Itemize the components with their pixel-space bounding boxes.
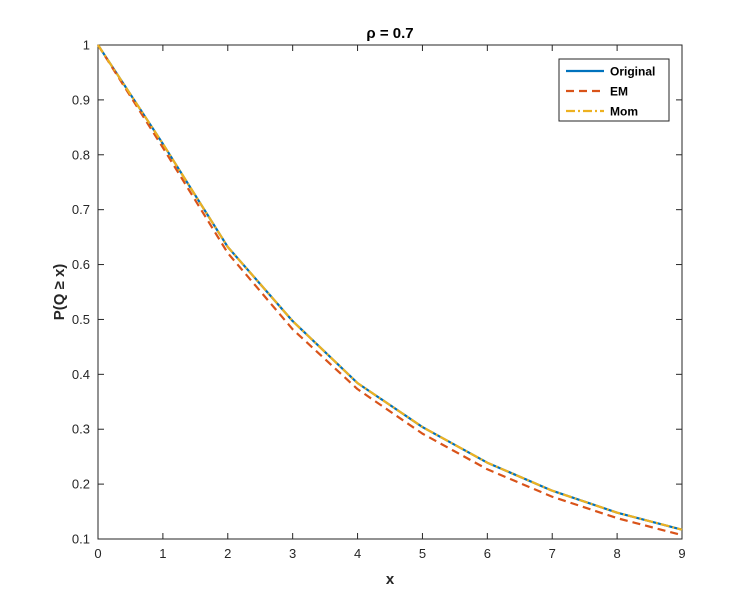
legend-label-em: EM — [610, 85, 628, 99]
legend-label-original: Original — [610, 65, 655, 79]
axes-box — [97, 44, 683, 540]
y-tick-label: 0.6 — [72, 257, 90, 272]
x-tick-label: 1 — [159, 546, 166, 561]
series-line-mom — [97, 44, 683, 531]
y-tick-label: 0.7 — [72, 202, 90, 217]
y-tick-label: 0.9 — [72, 92, 90, 107]
x-tick-label: 9 — [678, 546, 685, 561]
legend: Original EM Mom — [558, 58, 670, 122]
x-tick-label: 5 — [419, 546, 426, 561]
chart-title: ρ = 0.7 — [366, 25, 413, 42]
series-lines — [97, 44, 683, 537]
x-tick-label: 0 — [94, 546, 101, 561]
y-tick-label: 0.5 — [72, 312, 90, 327]
y-tick-label: 1 — [83, 38, 90, 53]
x-tick-label: 2 — [224, 546, 231, 561]
x-axis-ticks: 0 1 2 3 4 5 6 7 8 9 — [94, 45, 686, 561]
y-axis-label: P(Q ≥ x) — [51, 264, 68, 321]
plot-area — [97, 44, 683, 540]
y-tick-label: 0.1 — [72, 532, 90, 547]
x-tick-label: 6 — [484, 546, 491, 561]
y-axis-ticks: 0.1 0.2 0.3 0.4 0.5 0.6 0.7 0.8 0.9 1 — [72, 38, 682, 547]
legend-box — [558, 58, 670, 122]
series-line-em — [97, 44, 683, 537]
y-tick-label: 0.3 — [72, 422, 90, 437]
x-tick-label: 8 — [613, 546, 620, 561]
x-tick-label: 3 — [289, 546, 296, 561]
x-tick-label: 7 — [549, 546, 556, 561]
legend-label-mom: Mom — [610, 105, 638, 119]
y-tick-label: 0.4 — [72, 367, 90, 382]
y-tick-label: 0.2 — [72, 477, 90, 492]
x-tick-label: 4 — [354, 546, 361, 561]
x-axis-label: x — [386, 571, 395, 588]
y-tick-label: 0.8 — [72, 147, 90, 162]
